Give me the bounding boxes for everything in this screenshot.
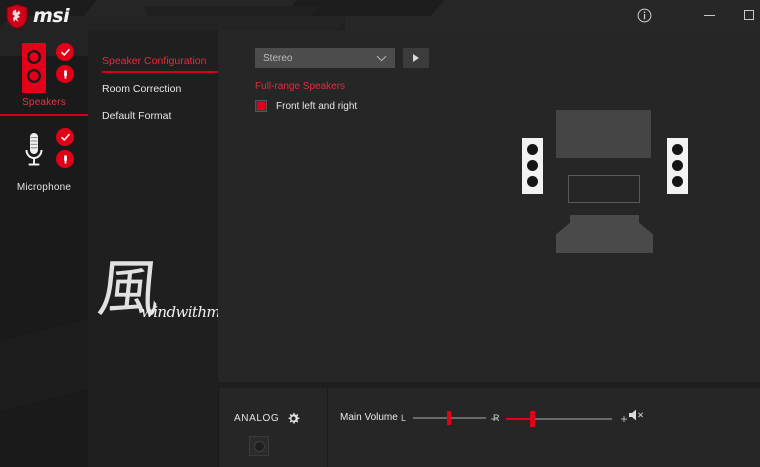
sidebar-facet [0, 311, 88, 419]
volume-handle[interactable] [530, 411, 535, 427]
volume-increase-button[interactable]: + [620, 412, 628, 426]
info-button[interactable] [630, 0, 658, 30]
driver-icon [527, 144, 538, 155]
driver-icon [527, 176, 538, 187]
driver-icon [527, 160, 538, 171]
mute-button[interactable] [628, 408, 646, 422]
minimize-icon [703, 14, 715, 16]
right-tower-speaker[interactable] [667, 138, 688, 194]
balance-handle[interactable] [447, 411, 452, 425]
check-icon [60, 48, 70, 56]
couch-seat [556, 223, 653, 253]
full-range-speakers-title: Full-range Speakers [255, 81, 346, 92]
watermark-text: windwithme [141, 303, 229, 321]
bottom-divider [218, 388, 219, 467]
balance-left-label: L [401, 413, 407, 423]
volume-fill [506, 418, 532, 420]
active-tab-underline [102, 71, 218, 73]
maximize-icon [744, 10, 754, 20]
driver-icon [672, 144, 683, 155]
microphone-icon [25, 133, 43, 166]
jack-hole [253, 440, 265, 452]
jack-plug-icon [63, 154, 67, 164]
watermark-character: 風 [94, 252, 164, 325]
check-badge-icon[interactable] [56, 43, 74, 61]
device-badge-icon[interactable] [56, 65, 74, 83]
microphone-badges [56, 128, 74, 168]
check-badge-icon[interactable] [56, 128, 74, 146]
speakers-icon-row [0, 40, 88, 100]
couch-back [570, 215, 639, 225]
speaker-layout-diagram [510, 105, 700, 265]
speaker-tower-icon [22, 43, 46, 93]
tab-speaker-configuration[interactable]: Speaker Configuration [102, 55, 207, 67]
msi-wordmark: msi [33, 4, 70, 27]
table-shape [568, 175, 640, 203]
connector-row: ANALOG [234, 412, 300, 425]
gear-icon[interactable] [287, 412, 300, 425]
check-icon [60, 133, 70, 141]
checkbox-box[interactable] [255, 100, 267, 112]
sidebar-item-speakers[interactable]: Speakers [0, 40, 88, 108]
info-circle-icon [637, 8, 651, 22]
bottom-divider [327, 388, 328, 467]
msi-dragon-shield-icon [6, 3, 28, 29]
audio-jack-icon[interactable] [249, 436, 269, 456]
watermark: 風 windwithme [94, 252, 229, 350]
main-volume-label: Main Volume [340, 412, 398, 423]
minimize-button[interactable] [695, 0, 723, 30]
speakers-badges [56, 43, 74, 83]
msi-logo: msi [6, 3, 98, 29]
volume-decrease-button[interactable]: − [490, 412, 498, 426]
balance-slider[interactable]: L R [401, 411, 500, 425]
microphone-icon-row [0, 125, 88, 185]
checkbox-fill [257, 102, 265, 110]
couch-shape [556, 215, 653, 253]
sidebar-item-microphone-label: Microphone [16, 182, 72, 193]
channel-select[interactable]: Stereo [255, 48, 395, 68]
screen-shape [556, 110, 651, 158]
driver-icon [672, 176, 683, 187]
chevron-down-icon [376, 55, 387, 61]
left-tower-speaker[interactable] [522, 138, 543, 194]
main-panel: Stereo Full-range Speakers Front left an… [218, 30, 760, 382]
navigation-column: Speaker Configuration Room Correction De… [88, 30, 229, 467]
connector-label: ANALOG [234, 413, 280, 424]
checkbox-label: Front left and right [276, 100, 358, 112]
bottom-control-bar: ANALOG Main Volume L R − + [218, 388, 760, 467]
driver-icon [672, 160, 683, 171]
maximize-button[interactable] [735, 0, 760, 30]
volume-track[interactable] [506, 411, 612, 427]
tab-default-format[interactable]: Default Format [102, 110, 172, 122]
volume-slider-group: − + [490, 411, 628, 427]
play-test-button[interactable] [403, 48, 429, 68]
play-icon [413, 54, 419, 62]
balance-right-label: R [493, 413, 500, 423]
device-badge-icon[interactable] [56, 150, 74, 168]
sidebar-item-microphone[interactable]: Microphone [0, 125, 88, 193]
jack-plug-icon [63, 69, 67, 79]
checkbox-front-left-and-right[interactable]: Front left and right [255, 100, 357, 112]
tab-room-correction[interactable]: Room Correction [102, 83, 182, 95]
device-sidebar: Speakers [0, 30, 88, 467]
header-facet [310, 0, 450, 16]
sidebar-divider [0, 114, 88, 116]
speaker-mute-icon [629, 409, 643, 421]
title-bar: msi [0, 0, 760, 30]
channel-select-value: Stereo [263, 52, 293, 64]
sidebar-item-speakers-label: Speakers [22, 97, 66, 108]
balance-track[interactable] [413, 411, 487, 425]
